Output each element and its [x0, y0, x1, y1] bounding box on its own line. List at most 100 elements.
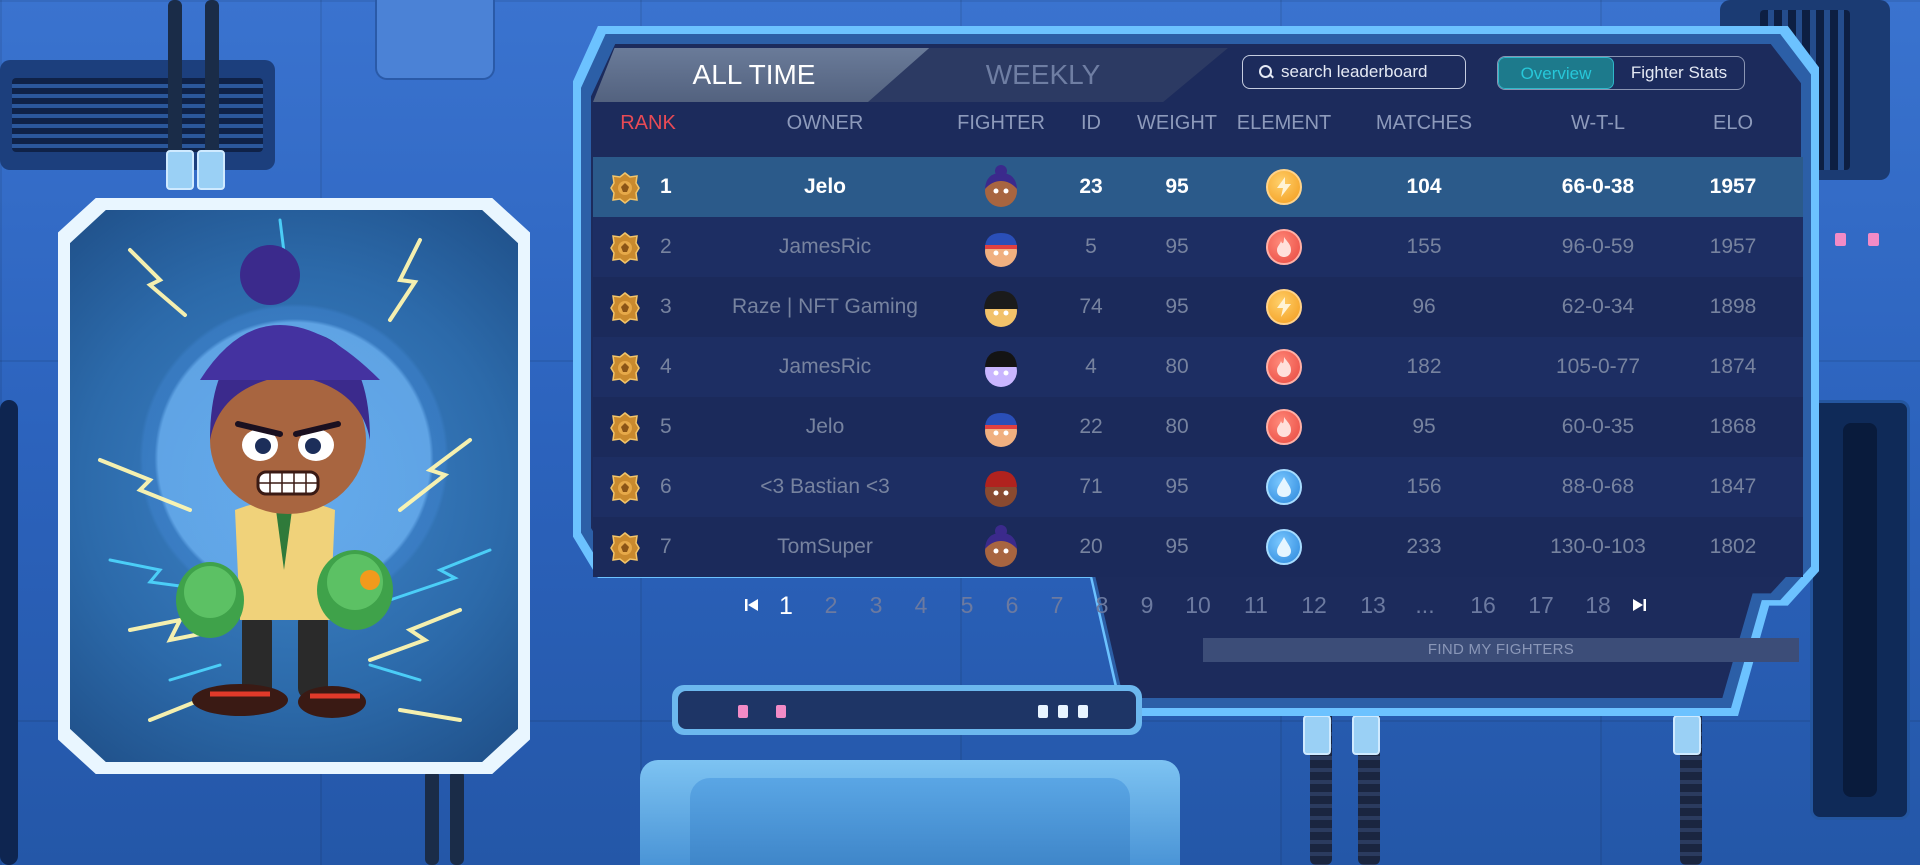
- fire-icon: [1266, 349, 1302, 385]
- owner-name[interactable]: JamesRic: [778, 235, 872, 258]
- column-elo[interactable]: ELO: [1712, 112, 1754, 134]
- fighter-weight: 95: [1165, 535, 1189, 558]
- rank-number: 5: [660, 415, 672, 438]
- elo-rating: 1898: [1709, 295, 1757, 318]
- leaderboard-table: 1 Jelo 23 95 104 66-0-38 1957 2 JamesRic 5 95 155 96…: [593, 157, 1803, 577]
- page-link[interactable]: 7: [1050, 592, 1064, 618]
- column-element[interactable]: ELEMENT: [1236, 112, 1332, 134]
- page-link[interactable]: 10: [1185, 592, 1211, 618]
- fighter-id: 5: [1085, 235, 1097, 258]
- owner-name[interactable]: JamesRic: [778, 355, 872, 378]
- match-count: 182: [1406, 355, 1442, 378]
- fighter-weight: 95: [1165, 295, 1189, 318]
- page-link[interactable]: 18: [1585, 592, 1611, 618]
- indicator-light: [1835, 233, 1846, 246]
- search-box[interactable]: [1242, 55, 1466, 89]
- win-tie-loss: 130-0-103: [1550, 535, 1646, 558]
- fire-icon: [1266, 229, 1302, 265]
- page-link[interactable]: 2: [824, 592, 838, 618]
- page-link[interactable]: 16: [1470, 592, 1496, 618]
- indicator-light: [776, 705, 786, 718]
- cable: [205, 0, 219, 190]
- last-page-icon[interactable]: [1632, 598, 1646, 612]
- column-rank[interactable]: RANK: [620, 112, 676, 134]
- toggle-fighter-stats[interactable]: Fighter Stats: [1630, 63, 1728, 82]
- table-row[interactable]: 7 TomSuper 20 95 233 130-0-103 1802: [593, 517, 1803, 577]
- fighter-id: 23: [1079, 175, 1103, 198]
- cable: [425, 770, 439, 865]
- page-link[interactable]: 3: [869, 592, 883, 618]
- table-row[interactable]: 1 Jelo 23 95 104 66-0-38 1957: [593, 157, 1803, 217]
- column-id[interactable]: ID: [1081, 112, 1101, 134]
- column-matches[interactable]: MATCHES: [1375, 112, 1473, 134]
- table-row[interactable]: 4 JamesRic 4 80 182 105-0-77 1874: [593, 337, 1803, 397]
- rank-number: 6: [660, 475, 672, 498]
- column-weight[interactable]: WEIGHT: [1137, 112, 1217, 134]
- owner-name[interactable]: Jelo: [805, 415, 845, 438]
- column-owner[interactable]: OWNER: [786, 112, 864, 134]
- rank-medal-icon: [610, 352, 640, 384]
- match-count: 233: [1406, 535, 1442, 558]
- page-link[interactable]: 1: [779, 592, 793, 620]
- match-count: 156: [1406, 475, 1442, 498]
- page-ellipsis: ...: [1415, 592, 1435, 618]
- cable: [168, 0, 182, 190]
- column-wtl[interactable]: W-T-L: [1570, 112, 1626, 134]
- toggle-overview[interactable]: Overview: [1498, 57, 1614, 89]
- tab-weekly[interactable]: WEEKLY: [868, 48, 1228, 102]
- column-fighter[interactable]: FIGHTER: [957, 112, 1045, 134]
- table-header: RANK OWNER FIGHTER ID WEIGHT ELEMENT MAT…: [593, 112, 1803, 152]
- page-link[interactable]: 6: [1005, 592, 1019, 618]
- owner-name[interactable]: Raze | NFT Gaming: [732, 295, 918, 318]
- fighter-id: 71: [1079, 475, 1103, 498]
- cable-connector: [197, 150, 225, 190]
- first-page-icon[interactable]: [745, 598, 759, 612]
- console-panel: [672, 685, 1142, 735]
- page-link[interactable]: 4: [914, 592, 928, 618]
- page-link[interactable]: 12: [1301, 592, 1327, 618]
- rank-number: 4: [660, 355, 672, 378]
- fighter-avatar[interactable]: [980, 165, 1022, 209]
- cable-connector: [1352, 715, 1380, 755]
- fighter-weight: 80: [1165, 415, 1189, 438]
- page-link[interactable]: 5: [960, 592, 974, 618]
- page-link[interactable]: 17: [1528, 592, 1554, 618]
- elo-rating: 1957: [1709, 235, 1757, 258]
- page-link[interactable]: 8: [1095, 592, 1109, 618]
- owner-name[interactable]: <3 Bastian <3: [760, 475, 890, 498]
- rank-medal-icon: [610, 232, 640, 264]
- lightning-icon: [1266, 169, 1302, 205]
- find-my-fighters-button[interactable]: FIND MY FIGHTERS: [1203, 638, 1799, 662]
- elo-rating: 1868: [1709, 415, 1757, 438]
- match-count: 155: [1406, 235, 1442, 258]
- rank-medal-icon: [610, 412, 640, 444]
- water-icon: [1266, 469, 1302, 505]
- owner-name[interactable]: TomSuper: [777, 535, 873, 558]
- win-tie-loss: 62-0-34: [1561, 295, 1635, 318]
- indicator-light: [1058, 705, 1068, 718]
- fighter-weight: 95: [1165, 175, 1189, 198]
- fighter-avatar[interactable]: [980, 285, 1022, 329]
- cable-connector: [1303, 715, 1331, 755]
- fighter-avatar[interactable]: [980, 405, 1022, 449]
- search-icon: [1259, 65, 1273, 79]
- page-link[interactable]: 13: [1360, 592, 1386, 618]
- page-link[interactable]: 11: [1244, 592, 1268, 618]
- fighter-card: [58, 198, 530, 774]
- cable-connector: [1673, 715, 1701, 755]
- fighter-avatar[interactable]: [980, 345, 1022, 389]
- fighter-weight: 95: [1165, 475, 1189, 498]
- table-row[interactable]: 3 Raze | NFT Gaming 74 95 96 62-0-34 1898: [593, 277, 1803, 337]
- elo-rating: 1802: [1709, 535, 1757, 558]
- background-vent: [0, 60, 275, 170]
- fighter-avatar[interactable]: [980, 525, 1022, 569]
- page-link[interactable]: 9: [1140, 592, 1154, 618]
- win-tie-loss: 60-0-35: [1561, 415, 1635, 438]
- table-row[interactable]: 2 JamesRic 5 95 155 96-0-59 1957: [593, 217, 1803, 277]
- owner-name[interactable]: Jelo: [803, 175, 847, 198]
- table-row[interactable]: 6 <3 Bastian <3 71 95 156 88-0-68 1847: [593, 457, 1803, 517]
- fighter-avatar[interactable]: [980, 465, 1022, 509]
- table-row[interactable]: 5 Jelo 22 80 95 60-0-35 1868: [593, 397, 1803, 457]
- search-input[interactable]: [1281, 62, 1451, 82]
- fighter-avatar[interactable]: [980, 225, 1022, 269]
